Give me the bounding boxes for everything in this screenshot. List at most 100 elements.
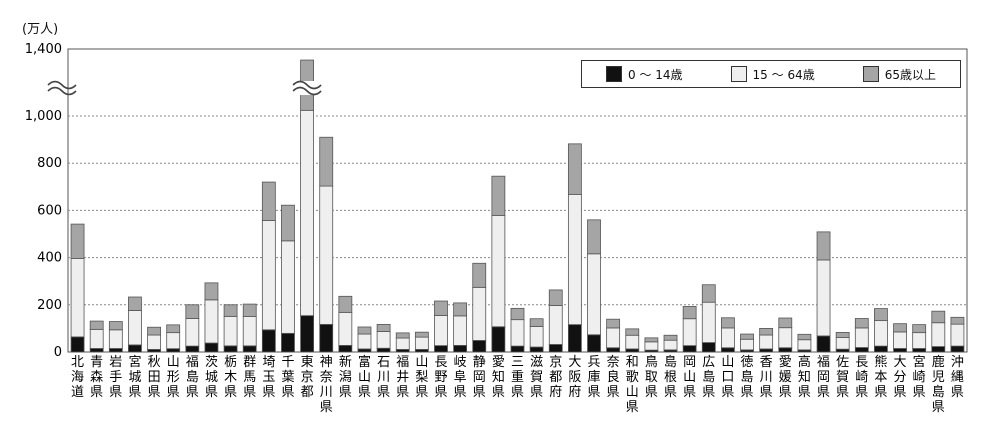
- bar-segment: [223, 345, 238, 353]
- bar-segment: [721, 327, 735, 349]
- bar-segment: [548, 344, 563, 353]
- bar-segment: [797, 339, 812, 351]
- bar-segment: [70, 336, 85, 353]
- x-tick-label: 大: [894, 355, 907, 370]
- x-tick-label: 知: [798, 369, 811, 385]
- bar-segment: [663, 334, 678, 341]
- x-tick-label: 形: [167, 370, 180, 385]
- x-tick-label: 長: [434, 355, 447, 370]
- bar-segment: [338, 344, 353, 353]
- legend-swatch-15-64: [730, 66, 747, 82]
- x-tick-label: 福: [396, 355, 409, 370]
- bar-segment: [223, 304, 238, 317]
- x-tick-label: 城: [128, 370, 141, 385]
- x-tick-label: 城: [205, 370, 218, 385]
- y-axis-unit-label: (万人): [22, 22, 59, 37]
- x-tick-label: 賀: [836, 370, 849, 385]
- bar-break-mark: [292, 80, 322, 96]
- x-tick-label: 県: [779, 385, 792, 400]
- bar-segment: [108, 329, 123, 349]
- x-tick-label: 県: [358, 385, 371, 400]
- bar-segment: [740, 333, 754, 340]
- x-tick-label: 青: [90, 355, 103, 370]
- bar-segment: [663, 339, 678, 351]
- y-tick-label: 600: [37, 203, 62, 218]
- x-tick-label: 県: [320, 400, 333, 415]
- bar-segment: [414, 331, 429, 338]
- x-tick-label: 愛: [779, 355, 792, 370]
- y-tick-label: 200: [37, 298, 62, 313]
- x-tick-label: 川: [320, 385, 333, 400]
- x-tick-label: 長: [855, 355, 868, 370]
- bar-segment: [548, 289, 563, 306]
- bar-segment: [606, 318, 621, 329]
- bar-segment: [242, 345, 257, 353]
- x-tick-label: 島: [702, 370, 715, 385]
- x-tick-label: 大: [568, 355, 581, 370]
- bar-segment: [108, 348, 123, 353]
- x-tick-label: 手: [109, 370, 122, 385]
- bar-segment: [835, 337, 850, 350]
- x-tick-label: 田: [148, 370, 161, 385]
- x-tick-label: 媛: [779, 370, 792, 385]
- x-tick-label: 都: [301, 385, 314, 400]
- bar-segment: [128, 344, 142, 353]
- bar-segment: [778, 317, 793, 329]
- legend-label-65-plus: 65歳以上: [884, 67, 936, 82]
- x-tick-label: 県: [664, 385, 677, 400]
- x-tick-label: 山: [358, 370, 371, 385]
- bar-segment: [874, 320, 888, 347]
- bar-segment: [319, 323, 334, 353]
- bar-segment: [567, 143, 582, 195]
- legend-swatch-65-plus: [862, 66, 879, 82]
- bar-segment: [529, 318, 544, 327]
- bar-segment: [854, 347, 869, 353]
- bar-segment: [510, 307, 525, 321]
- bar-segment: [319, 185, 334, 325]
- x-tick-label: 県: [855, 385, 868, 400]
- y-tick-label: 1,000: [25, 109, 62, 124]
- bar-segment: [740, 338, 754, 351]
- x-tick-label: 県: [205, 385, 218, 400]
- x-tick-label: 歌: [626, 370, 639, 385]
- x-tick-label: 川: [377, 370, 390, 385]
- x-tick-label: 県: [721, 385, 734, 400]
- bar-segment: [281, 240, 295, 334]
- x-tick-label: 県: [607, 385, 620, 400]
- x-tick-label: 口: [721, 370, 734, 385]
- x-tick-label: 奈: [320, 370, 333, 385]
- x-tick-label: 三: [511, 355, 524, 370]
- bar-segment: [281, 204, 295, 242]
- x-tick-label: 滋: [530, 355, 543, 370]
- x-tick-label: 京: [301, 370, 314, 385]
- x-tick-label: 栃: [224, 355, 237, 370]
- x-tick-label: 潟: [339, 370, 352, 385]
- bar-segment: [89, 328, 104, 349]
- bar-segment: [261, 181, 276, 221]
- legend-item-65-plus: 65歳以上: [862, 66, 936, 83]
- x-tick-label: 梨: [415, 370, 428, 385]
- bar-segment: [281, 332, 295, 353]
- bar-segment: [510, 319, 525, 347]
- bar-segment: [185, 345, 200, 353]
- bar-segment: [223, 315, 238, 347]
- bar-segment: [491, 326, 506, 353]
- x-tick-label: 海: [71, 370, 84, 385]
- bar-segment: [644, 341, 659, 351]
- x-tick-label: 崎: [855, 370, 868, 385]
- bar-segment: [242, 316, 257, 347]
- bar-segment: [625, 334, 640, 350]
- bar-segment: [529, 346, 544, 353]
- bar-segment: [491, 215, 506, 328]
- bar-segment: [338, 311, 353, 346]
- bar-segment: [491, 175, 506, 216]
- bar-segment: [587, 253, 601, 336]
- x-tick-label: 県: [932, 400, 945, 415]
- bar-segment: [567, 324, 582, 353]
- x-tick-label: 広: [702, 355, 715, 370]
- x-tick-label: 県: [186, 385, 199, 400]
- bar-segment: [854, 327, 869, 348]
- bar-segment: [319, 136, 334, 187]
- x-tick-label: 新: [339, 354, 352, 370]
- bar-segment: [950, 323, 965, 347]
